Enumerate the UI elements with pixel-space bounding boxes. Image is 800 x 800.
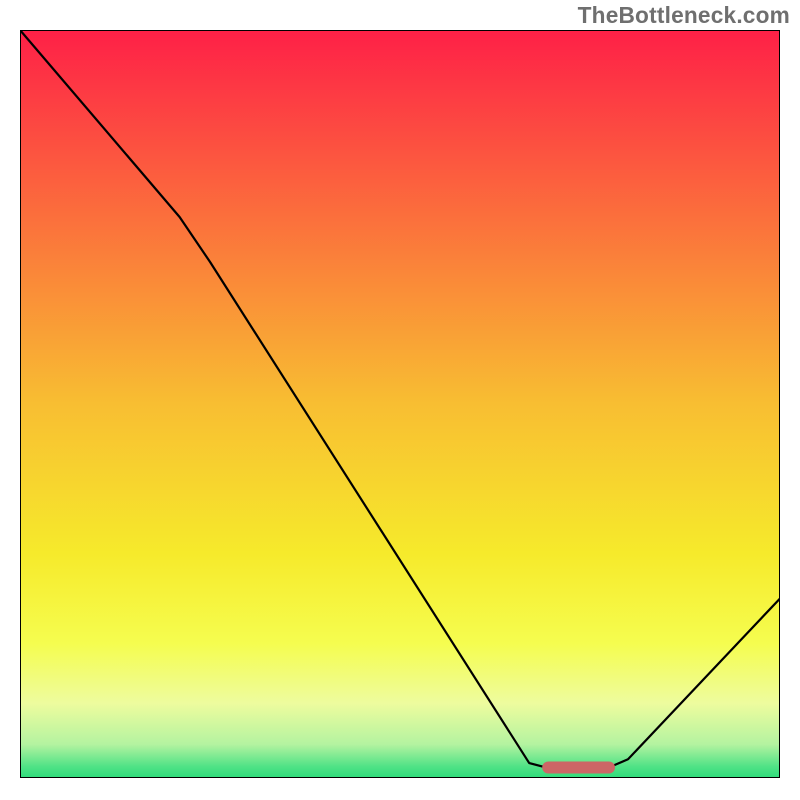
plot-svg xyxy=(20,30,780,778)
chart-canvas: TheBottleneck.com xyxy=(0,0,800,800)
gradient-rect xyxy=(20,30,780,778)
watermark-text: TheBottleneck.com xyxy=(578,2,790,29)
plot-area xyxy=(20,30,780,778)
